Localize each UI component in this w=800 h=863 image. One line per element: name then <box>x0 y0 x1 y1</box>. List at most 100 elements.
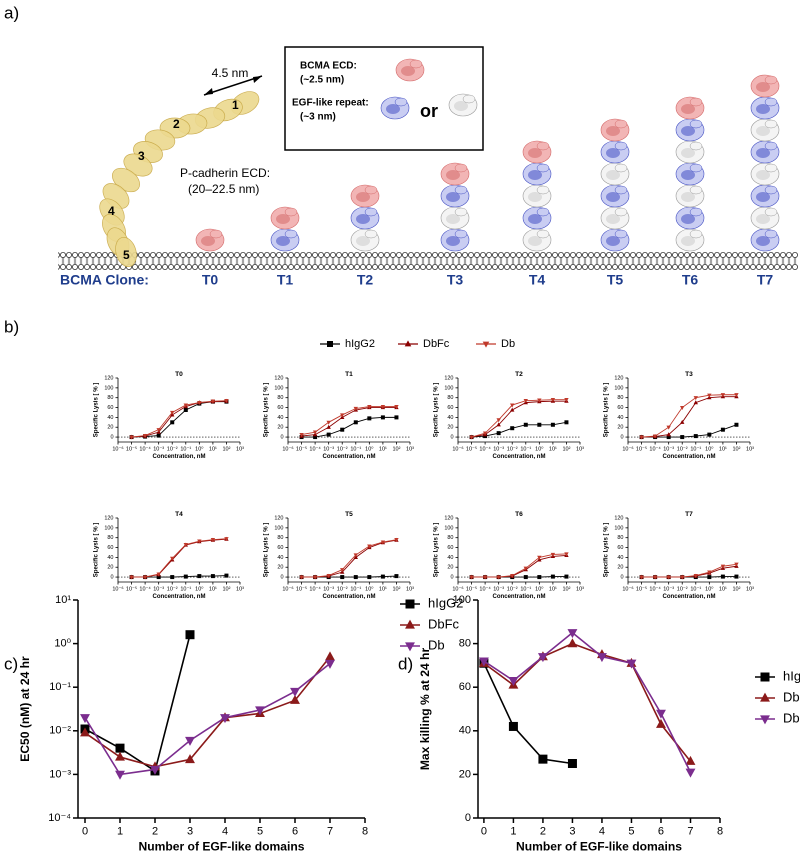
legend-label: hIgG2 <box>345 338 375 350</box>
marker <box>115 770 125 780</box>
y-tick-label: 40 <box>277 555 283 561</box>
domain-core <box>606 214 620 224</box>
marker <box>340 568 345 573</box>
x-tick-label: 4 <box>599 826 605 838</box>
x-tick-label: 10⁻¹ <box>690 586 701 592</box>
x-tick-label: 10⁻⁶ <box>282 445 293 452</box>
legend-marker <box>405 599 415 609</box>
domain-core <box>606 192 620 202</box>
y-tick-label: 80 <box>107 535 113 541</box>
x-tick-label: 10⁻⁶ <box>282 585 293 592</box>
x-tick-label: 10² <box>222 446 230 452</box>
marker <box>255 706 265 716</box>
y-tick-label: 120 <box>614 375 623 381</box>
marker <box>496 418 501 423</box>
marker <box>210 538 216 543</box>
marker <box>639 575 644 580</box>
marker <box>394 415 399 420</box>
series-line <box>84 656 331 768</box>
domain-lobe <box>536 141 550 151</box>
marker <box>523 566 528 571</box>
x-tick-label: 3 <box>569 826 575 838</box>
x-tick-label: 10⁰ <box>195 445 204 452</box>
series-line <box>84 662 331 776</box>
marker <box>550 574 555 579</box>
x-tick-label: 10⁻⁵ <box>296 585 307 592</box>
domain-core <box>681 214 695 224</box>
x-tick-label: 10⁻⁴ <box>479 585 491 592</box>
y-tick-label: 100 <box>104 385 113 391</box>
x-tick-label: 10² <box>562 586 570 592</box>
marker <box>482 431 488 436</box>
marker <box>340 575 345 580</box>
x-tick-label: 10⁻² <box>507 446 518 452</box>
x-tick-label: 10⁻² <box>167 586 178 592</box>
domain-lobe <box>764 75 778 85</box>
marker <box>224 573 229 578</box>
y-tick-label: 80 <box>617 395 623 401</box>
y-tick-label: 60 <box>617 545 623 551</box>
legend-label: hIgG2 <box>428 595 463 610</box>
y-tick-label: 80 <box>459 638 471 650</box>
chart-title: T7 <box>685 511 693 518</box>
domain-lobe <box>284 229 298 239</box>
marker <box>564 398 569 403</box>
domain-number: 5 <box>123 248 130 262</box>
marker <box>666 435 671 440</box>
marker <box>478 657 489 667</box>
x-tick-label: 10⁻³ <box>323 446 334 452</box>
legend-blobs <box>380 58 478 120</box>
domain-core <box>756 104 770 114</box>
series-line <box>471 553 567 578</box>
marker <box>353 575 358 580</box>
y-tick-label: 0 <box>280 575 283 581</box>
marker <box>312 575 318 580</box>
marker <box>523 399 528 404</box>
marker <box>380 540 386 545</box>
y-tick-label: 60 <box>447 405 453 411</box>
x-tick-label: 10¹ <box>549 586 557 592</box>
legend-label: DbFc <box>423 338 450 350</box>
legend-box <box>284 46 484 151</box>
marker <box>299 433 304 438</box>
legend-label: DbFc <box>428 616 460 631</box>
series-line <box>131 538 227 578</box>
marker <box>693 574 698 578</box>
marker <box>656 718 666 728</box>
legend-text: (~2.5 nm) <box>300 75 344 86</box>
y-tick-label: 80 <box>277 535 283 541</box>
chart-title: T1 <box>345 371 353 378</box>
y-tick-label: 120 <box>104 515 113 521</box>
legend-label: Db <box>428 637 445 652</box>
domain-core <box>454 101 468 111</box>
y-axis-label: Specific Lysis [ % ] <box>434 523 440 578</box>
x-tick-label: 10⁰ <box>365 445 374 452</box>
y-tick-label: 80 <box>447 395 453 401</box>
domain-core <box>756 148 770 158</box>
y-axis-label: Specific Lysis [ % ] <box>264 383 270 438</box>
x-tick-label: 8 <box>362 826 368 838</box>
marker <box>224 537 229 542</box>
scale-arrow <box>203 75 263 96</box>
domain-core <box>756 236 770 246</box>
marker <box>326 574 331 578</box>
domain-core <box>528 148 542 158</box>
y-tick-label: 80 <box>277 395 283 401</box>
panel-label: a) <box>4 3 19 22</box>
y-tick-label: 60 <box>447 545 453 551</box>
domain-lobe <box>764 97 778 107</box>
legend-marker <box>327 341 333 347</box>
domain-number: 3 <box>138 149 145 163</box>
domain-core <box>356 214 370 224</box>
marker <box>537 575 542 580</box>
domain-lobe <box>764 185 778 195</box>
y-tick-label: 60 <box>107 405 113 411</box>
x-tick-label: 10³ <box>236 446 244 452</box>
x-tick-label: 10⁻³ <box>663 446 674 452</box>
domain-number: 1 <box>232 98 239 112</box>
marker <box>469 435 474 440</box>
series-line <box>301 407 397 437</box>
y-tick-label: 80 <box>447 535 453 541</box>
x-tick-label: 10³ <box>576 446 584 452</box>
